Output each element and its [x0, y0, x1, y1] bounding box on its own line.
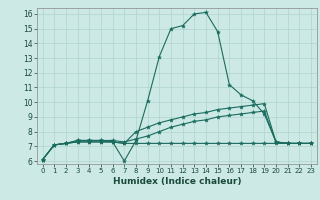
- X-axis label: Humidex (Indice chaleur): Humidex (Indice chaleur): [113, 177, 241, 186]
